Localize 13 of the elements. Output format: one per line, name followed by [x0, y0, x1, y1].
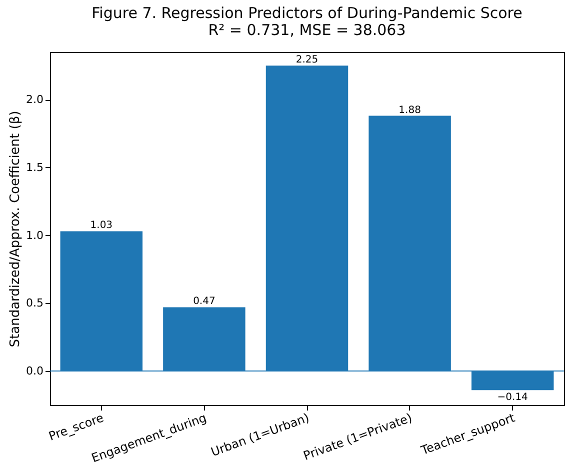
y-axis-title: Standardized/Approx. Coefficient (β): [8, 110, 24, 348]
data-label: 2.25: [296, 54, 318, 66]
data-label: 1.03: [90, 220, 113, 232]
data-label: 0.47: [193, 296, 216, 308]
y-tick-label: 1.0: [26, 228, 44, 242]
y-tick-label: 0.5: [26, 296, 44, 310]
data-label: 1.88: [398, 104, 421, 116]
chart-subtitle: R² = 0.731, MSE = 38.063: [208, 21, 406, 39]
chart-title: Figure 7. Regression Predictors of During-Pandemic Score: [92, 4, 522, 22]
y-tick-label: 1.5: [26, 160, 44, 174]
y-tick-label: 0.0: [26, 364, 44, 378]
y-tick-label: 2.0: [26, 93, 44, 106]
data-label: −0.14: [497, 392, 528, 404]
